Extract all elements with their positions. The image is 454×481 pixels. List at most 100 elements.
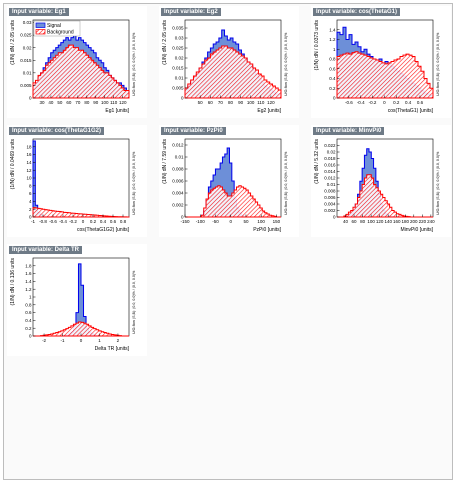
legend-signal-swatch xyxy=(35,22,46,28)
x-tick-label: -0.2 xyxy=(69,219,77,224)
y-tick-label: 0.6 xyxy=(329,66,336,71)
y-tick-label: 0.03 xyxy=(175,36,184,41)
panel-title: Input variable: Eg1 xyxy=(9,8,69,16)
x-tick-label: 200 xyxy=(410,219,418,224)
y-tick-label: 4 xyxy=(29,199,32,204)
legend-background-swatch xyxy=(35,29,46,35)
x-axis-label: cos(ThetaG1) [units] xyxy=(388,108,434,114)
y-tick-label: 0 xyxy=(29,334,32,339)
x-tick-label: -0.6 xyxy=(345,100,353,105)
x-tick-label: -0.6 xyxy=(49,219,57,224)
x-tick-label: -1 xyxy=(61,338,65,343)
y-tick-label: 1 xyxy=(29,295,32,300)
panel-eg2: Input variable: Eg2 50 60 70 80 90 100 110 120 0… xyxy=(159,6,299,118)
y-tick-label: 0.002 xyxy=(172,203,184,208)
x-tick-label: 0.2 xyxy=(90,219,97,224)
overflow-text: U/O-flow (S,B): (0.0, 0.0)% / (0.0, 0.0)… xyxy=(284,32,288,96)
y-axis-label: (1/N) dN / 2.05 units xyxy=(10,20,16,65)
panel-deltatr: Input variable: Delta TR -2 -1 0 1 2 0 0.2 0.4 0… xyxy=(7,244,147,356)
x-axis-label: Eg2 [units] xyxy=(257,108,281,114)
y-axis-label: (1/N) dN / 5.32 units xyxy=(314,139,320,184)
x-tick-label: 50 xyxy=(243,219,249,224)
y-tick-label: 0.01 xyxy=(175,76,184,81)
y-tick-label: 12 xyxy=(26,168,32,173)
x-tick-label: 0.4 xyxy=(405,100,412,105)
y-tick-label: 1.2 xyxy=(25,287,32,292)
y-tick-label: 0.012 xyxy=(172,143,184,148)
legend-signal-label: Signal xyxy=(47,23,61,29)
x-axis-label: Delta TR [units] xyxy=(95,346,130,352)
x-tick-label: 120 xyxy=(119,100,127,105)
x-tick-label: 0.8 xyxy=(120,219,127,224)
x-tick-label: 1 xyxy=(98,338,101,343)
panel-title: Input variable: cos(ThetaG1G2) xyxy=(9,127,105,135)
panel-pzpi0: Input variable: PzPi0 -150 -100 -50 0 50 100 1… xyxy=(159,125,299,237)
x-axis-label: PzPi0 [units] xyxy=(253,227,281,233)
y-tick-label: 0.006 xyxy=(324,195,336,200)
histogram-costhetag1: -0.6 -0.4 -0.2 0 0.2 0.4 0.6 0 0.2 0.4 0.6 0.8 1 1.2 1… xyxy=(314,20,440,114)
y-tick-label: 0.8 xyxy=(329,57,336,62)
y-tick-label: 6 xyxy=(29,191,32,196)
overflow-text: U/O-flow (S,B): (0.0, 0.0)% / (0.0, 0.0)… xyxy=(436,32,440,96)
x-tick-label: 70 xyxy=(75,100,81,105)
x-tick-label: -0.4 xyxy=(59,219,67,224)
x-axis-label: Eg1 [units] xyxy=(105,108,129,114)
y-axis-label: (1/N) dN / 0.0469 units xyxy=(10,139,16,190)
y-tick-label: 0.018 xyxy=(324,156,336,161)
y-tick-label: 18 xyxy=(26,144,32,149)
overflow-text: U/O-flow (S,B): (0.0, 0.0)% / (0.0, 0.0)… xyxy=(132,270,136,334)
x-tick-label: 60 xyxy=(352,219,358,224)
y-tick-label: 0 xyxy=(29,215,32,220)
y-tick-label: 0.005 xyxy=(20,83,32,88)
x-tick-label: 100 xyxy=(247,100,255,105)
x-tick-label: -2 xyxy=(42,338,46,343)
y-tick-label: 0 xyxy=(333,96,336,101)
y-tick-label: 0.01 xyxy=(23,70,32,75)
plot-frame xyxy=(32,138,130,218)
y-tick-label: 0.4 xyxy=(329,76,336,81)
x-tick-label: 90 xyxy=(93,100,99,105)
x-tick-label: 50 xyxy=(198,100,204,105)
x-tick-label: 0 xyxy=(229,219,232,224)
x-tick-label: -150 xyxy=(180,219,190,224)
y-tick-label: 0.01 xyxy=(175,155,184,160)
y-tick-label: 1.6 xyxy=(25,271,32,276)
y-tick-label: 0.02 xyxy=(327,150,336,155)
x-tick-label: 0.2 xyxy=(393,100,400,105)
x-axis-label: MinvPi0 [units] xyxy=(400,227,433,233)
y-axis-label: (1/N) dN / 0.136 units xyxy=(10,258,16,306)
x-tick-label: 0 xyxy=(80,338,83,343)
overflow-text: U/O-flow (S,B): (0.0, 0.0)% / (0.0, 0.0)… xyxy=(132,151,136,215)
background-histogram xyxy=(33,321,129,337)
y-tick-label: 0.03 xyxy=(23,20,32,25)
x-tick-label: 110 xyxy=(110,100,118,105)
y-tick-label: 0.012 xyxy=(324,176,336,181)
x-tick-label: -0.8 xyxy=(39,219,47,224)
y-tick-label: 0.022 xyxy=(324,143,336,148)
y-tick-label: 0.4 xyxy=(25,318,32,323)
x-tick-label: 150 xyxy=(273,219,281,224)
x-tick-label: -0.4 xyxy=(357,100,365,105)
x-tick-label: 180 xyxy=(402,219,410,224)
y-tick-label: 0.015 xyxy=(20,58,32,63)
y-tick-label: 1.4 xyxy=(329,27,336,32)
panel-eg1: Input variable: Eg1 30 40 50 60 70 80 90 100 110… xyxy=(7,6,147,118)
y-tick-label: 0.8 xyxy=(25,302,32,307)
histogram-costhetag1g2: -1 -0.8 -0.6 -0.4 -0.2 0 0.2 0.4 0.6 0.8 0 2 4 6 8 10 12… xyxy=(10,138,136,233)
overflow-text: U/O-flow (S,B): (0.0, 0.0)% / (0.0, 0.0)… xyxy=(284,151,288,215)
histogram-minvpi0: 40 60 80 100 120 140 160 180 200 220 24000.0020.00… xyxy=(314,139,440,233)
x-tick-label: 70 xyxy=(218,100,224,105)
x-tick-label: 120 xyxy=(376,219,384,224)
x-tick-label: 80 xyxy=(360,219,366,224)
y-tick-label: 10 xyxy=(26,176,32,181)
overflow-text: U/O-flow (S,B): (0.0, 0.0)% / (0.0, 0.0)… xyxy=(436,151,440,215)
y-tick-label: 0.025 xyxy=(172,46,184,51)
legend-box xyxy=(33,20,81,37)
y-tick-label: 16 xyxy=(26,152,32,157)
x-tick-label: -100 xyxy=(196,219,206,224)
x-tick-label: 220 xyxy=(419,219,427,224)
panel-costhetag1g2: Input variable: cos(ThetaG1G2) -1 -0.8 -0.… xyxy=(7,125,147,237)
y-tick-label: 0.02 xyxy=(23,45,32,50)
y-tick-label: 1.2 xyxy=(329,37,336,42)
